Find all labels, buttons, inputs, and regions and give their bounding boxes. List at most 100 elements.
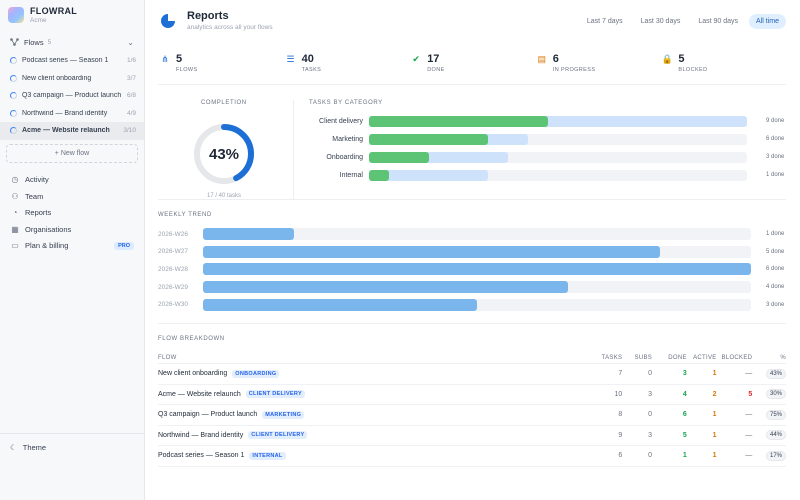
divider bbox=[158, 199, 786, 200]
cell-subs: 0 bbox=[648, 411, 653, 419]
category-tag: MARKETING bbox=[262, 410, 305, 419]
weekly-bar bbox=[203, 298, 477, 311]
category-total-bar bbox=[369, 152, 509, 163]
col-tasks: TASKS bbox=[601, 354, 623, 361]
flow-cell: New client onboarding ONBOARDING bbox=[158, 369, 533, 378]
table-row[interactable]: Podcast series — Season 1 INTERNAL 6 0 1 1 — 17… bbox=[158, 446, 787, 467]
weekly-track bbox=[203, 281, 751, 294]
lock-icon: 🔒 bbox=[661, 54, 673, 64]
category-tag: CLIENT DELIVERY bbox=[245, 390, 305, 399]
main-content: Reports analytics across all your flows … bbox=[146, 0, 800, 500]
category-label: Client delivery bbox=[319, 118, 363, 125]
cell-tasks: 6 bbox=[618, 452, 623, 460]
nav-item-activity[interactable]: ◷ Activity bbox=[0, 172, 144, 189]
flow-progress-ring-icon bbox=[10, 109, 17, 117]
flows-icon bbox=[10, 38, 19, 46]
pie-chart-icon bbox=[161, 13, 175, 28]
team-icon: ⚇ bbox=[11, 191, 19, 201]
reports-icon: ◔ bbox=[12, 208, 18, 218]
cell-blocked: — bbox=[745, 370, 753, 378]
stat-value: 6 bbox=[552, 53, 559, 65]
stat-tasks: ☰ 40 TASKS bbox=[284, 50, 410, 84]
table-row[interactable]: New client onboarding ONBOARDING 7 0 3 1 — 43% bbox=[158, 364, 787, 385]
weekly-done-count: 3 done bbox=[766, 301, 785, 308]
completion-donut: 43% bbox=[191, 121, 257, 187]
category-done-count: 1 done bbox=[766, 172, 785, 178]
stat-label: DONE bbox=[427, 67, 445, 73]
nav-item-reports[interactable]: ◔ Reports bbox=[0, 205, 144, 222]
theme-label: Theme bbox=[22, 443, 47, 452]
flow-name: Podcast series — Season 1 bbox=[22, 57, 109, 65]
percent-badge: 17% bbox=[766, 450, 787, 461]
flow-count: 3/10 bbox=[123, 127, 136, 135]
weekly-done-count: 5 done bbox=[766, 248, 785, 255]
range-last-90-days[interactable]: Last 90 days bbox=[698, 18, 739, 25]
category-track bbox=[369, 152, 747, 163]
category-track bbox=[369, 116, 747, 127]
cell-done: 4 bbox=[682, 390, 687, 398]
page-subtitle: analytics across all your flows bbox=[187, 24, 273, 31]
brand[interactable]: FLOWRAL Acme bbox=[0, 0, 144, 30]
nav-item-plan-billing[interactable]: ▭ Plan & billing PRO bbox=[0, 238, 144, 255]
percent-badge: 44% bbox=[766, 430, 787, 441]
sidebar-flow-item[interactable]: Acme — Website relaunch 3/10 bbox=[0, 122, 144, 140]
pro-badge: PRO bbox=[114, 241, 134, 250]
flow-name: Podcast series — Season 1 bbox=[158, 452, 245, 460]
range-last-30-days[interactable]: Last 30 days bbox=[640, 18, 681, 25]
moon-icon: ☾ bbox=[10, 443, 17, 452]
percent-badge: 43% bbox=[766, 368, 787, 379]
nav-label: Reports bbox=[25, 208, 52, 218]
sidebar-flow-item[interactable]: New client onboarding 3/7 bbox=[0, 70, 144, 88]
completion-percent: 43% bbox=[208, 145, 240, 163]
category-total-bar bbox=[369, 170, 489, 181]
stat-label: FLOWS bbox=[176, 67, 198, 73]
percent-badge: 30% bbox=[766, 389, 787, 400]
flow-name: Northwind — Brand identity bbox=[22, 109, 108, 117]
flow-count: 1/6 bbox=[126, 57, 136, 65]
stat-value: 5 bbox=[176, 53, 183, 65]
cell-percent: 17% bbox=[752, 450, 787, 461]
flow-count: 3/7 bbox=[126, 74, 136, 82]
flow-progress-ring-icon bbox=[10, 127, 17, 135]
sidebar-flow-item[interactable]: Podcast series — Season 1 1/6 bbox=[0, 52, 144, 70]
weekly-row: 2026-W29 bbox=[158, 281, 751, 294]
weekly-bar bbox=[203, 263, 751, 276]
chevron-down-icon[interactable]: ⌄ bbox=[127, 37, 134, 47]
donut-progress-arc bbox=[194, 124, 254, 184]
table-row[interactable]: Q3 campaign — Product launch MARKETING 8 0 6… bbox=[158, 405, 787, 426]
cell-subs: 0 bbox=[648, 452, 653, 460]
completion-label: COMPLETION bbox=[201, 100, 247, 106]
category-tag: INTERNAL bbox=[249, 451, 286, 460]
category-done-count: 6 done bbox=[766, 136, 785, 142]
category-done-count: 9 done bbox=[766, 118, 785, 124]
flows-icon: ⋔ bbox=[161, 54, 169, 64]
week-label: 2026-W30 bbox=[158, 301, 188, 309]
nav-item-organisations[interactable]: ▦ Organisations bbox=[0, 221, 144, 238]
card-icon: ▭ bbox=[11, 241, 19, 251]
cell-subs: 3 bbox=[648, 390, 653, 398]
theme-toggle[interactable]: ☾ Theme bbox=[0, 433, 144, 461]
stat-value: 5 bbox=[678, 53, 685, 65]
weekly-done-count: 6 done bbox=[766, 266, 785, 273]
stat-label: BLOCKED bbox=[678, 67, 708, 73]
new-flow-button[interactable]: + New flow bbox=[6, 143, 138, 163]
range-all-time[interactable]: All time bbox=[749, 14, 786, 29]
weekly-bar bbox=[203, 228, 295, 240]
flows-section-header[interactable]: Flows 5 ⌄ bbox=[0, 32, 144, 52]
range-last-7-days[interactable]: Last 7 days bbox=[586, 18, 623, 25]
sidebar-flow-item[interactable]: Q3 campaign — Product launch 6/8 bbox=[0, 87, 144, 105]
nav-item-team[interactable]: ⚇ Team bbox=[0, 188, 144, 205]
table-row[interactable]: Northwind — Brand identity CLIENT DELIVER… bbox=[158, 426, 787, 446]
table-row[interactable]: Acme — Website relaunch CLIENT DELIVERY 10… bbox=[158, 385, 787, 405]
flow-cell: Northwind — Brand identity CLIENT DELIVER… bbox=[158, 431, 533, 440]
flows-label: Flows bbox=[24, 37, 44, 47]
flow-name: Northwind — Brand identity bbox=[158, 431, 244, 439]
col-flow: FLOW bbox=[158, 354, 177, 361]
sidebar-flow-item[interactable]: Northwind — Brand identity 4/9 bbox=[0, 105, 144, 123]
col-subs: SUBS bbox=[634, 354, 653, 361]
page-title: Reports bbox=[187, 10, 229, 22]
flow-progress-ring-icon bbox=[10, 74, 17, 82]
brand-name: FLOWRAL bbox=[30, 6, 78, 16]
cell-done: 3 bbox=[682, 370, 687, 378]
col-active: ACTIVE bbox=[693, 354, 717, 361]
